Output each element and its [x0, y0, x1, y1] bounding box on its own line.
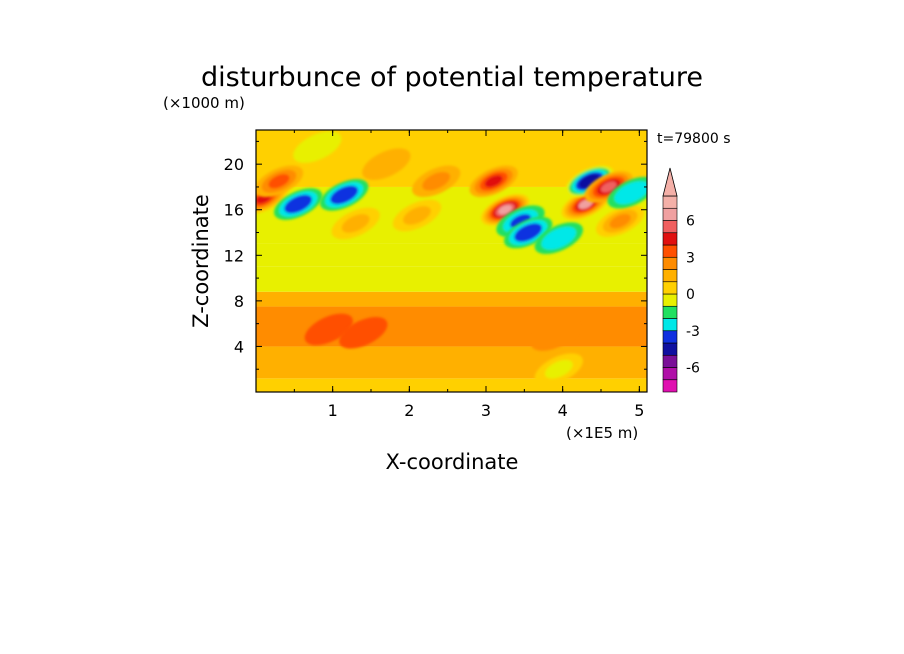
contour-feature-8 — [469, 165, 518, 198]
colorbar-swatch-15 — [662, 195, 678, 209]
y-tick-label-4: 20 — [224, 155, 244, 174]
plot-frame — [255, 129, 648, 393]
contour-band-5 — [256, 243, 647, 267]
contour-feature-4 — [331, 207, 380, 240]
colorbar-swatch-2 — [662, 354, 678, 368]
contour-feature-17 — [607, 176, 647, 209]
contour-feature-3 — [320, 179, 369, 211]
contour-features — [256, 131, 647, 385]
x-tick-label-1: 2 — [404, 401, 414, 420]
time-label: t=79800 s — [657, 131, 731, 147]
contour-feature-21 — [534, 353, 583, 385]
contour-feature-11 — [504, 216, 553, 249]
x-axis: 1 2 3 4 5 — [293, 130, 644, 420]
contour-band-4 — [256, 266, 647, 292]
colorbar-tick-label-1: -3 — [686, 324, 700, 340]
colorbar-swatch-7 — [662, 293, 678, 307]
contour-feature-12 — [534, 222, 583, 254]
y-axis: 4 8 12 16 20 — [224, 140, 647, 370]
contour-feature-10 — [496, 205, 545, 237]
contour-feature-7 — [412, 165, 461, 198]
contour-feature-20 — [530, 319, 580, 351]
contour-feature-6 — [392, 199, 442, 232]
contour-feature-9 — [481, 193, 530, 226]
colorbar-swatch-13 — [662, 220, 678, 234]
colorbar-swatch-4 — [662, 330, 678, 344]
contour-feature-1 — [256, 165, 304, 198]
plot-area — [256, 130, 647, 392]
colorbar-extend-arrow — [662, 167, 678, 197]
contour-band-1 — [256, 346, 647, 379]
x-axis-label: X-coordinate — [386, 450, 519, 474]
colorbar-swatch-9 — [662, 269, 678, 283]
y-tick-label-3: 16 — [224, 201, 244, 220]
colorbar: -6 -3 0 3 6 — [662, 167, 700, 393]
colorbar-swatch-1 — [662, 367, 678, 381]
colorbar-swatch-11 — [662, 244, 678, 258]
contour-feature-18 — [304, 313, 353, 346]
y-axis-label: Z-coordinate — [189, 194, 213, 328]
colorbar-tick-label-3: 3 — [686, 250, 695, 266]
colorbar-swatch-8 — [662, 281, 678, 295]
y-tick-label-0: 4 — [234, 337, 244, 356]
contour-band-3 — [256, 291, 647, 307]
colorbar-tick-label-0: -6 — [686, 361, 700, 377]
colorbar-swatch-5 — [662, 318, 678, 332]
colorbar-swatch-0 — [662, 379, 678, 393]
contour-feature-22 — [293, 131, 342, 163]
x-tick-label-4: 5 — [634, 401, 644, 420]
contour-feature-2 — [274, 188, 323, 220]
colorbar-swatch-6 — [662, 305, 678, 319]
colorbar-tick-label-2: 0 — [686, 287, 695, 303]
x-unit-label: (×1E5 m) — [566, 424, 638, 442]
contour-feature-5 — [362, 148, 411, 180]
x-tick-label-3: 4 — [558, 401, 568, 420]
y-tick-label-1: 8 — [234, 292, 244, 311]
contour-feature-16 — [596, 205, 645, 237]
colorbar-swatch-14 — [662, 207, 678, 221]
contour-band-0 — [256, 378, 647, 392]
colorbar-swatch-10 — [662, 256, 678, 270]
x-tick-label-0: 1 — [328, 401, 338, 420]
colorbar-swatch-12 — [662, 232, 678, 246]
colorbar-swatch-3 — [662, 342, 678, 356]
y-unit-label: (×1000 m) — [163, 94, 245, 112]
chart-title: disturbunce of potential temperature — [201, 62, 703, 93]
contour-feature-19 — [339, 316, 388, 349]
y-tick-label-2: 12 — [224, 246, 244, 265]
x-tick-label-2: 3 — [481, 401, 491, 420]
colorbar-tick-label-4: 6 — [686, 214, 695, 230]
